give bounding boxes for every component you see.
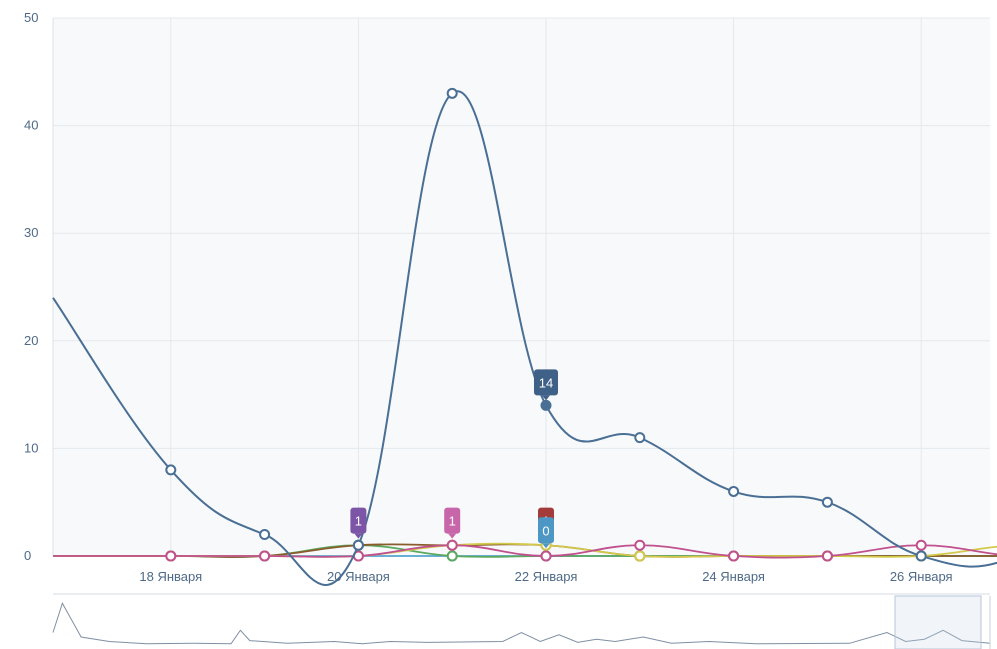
x-tick-label: 18 Января [139,569,202,584]
plot-area [53,18,990,556]
series-point [821,550,833,562]
series-point [728,485,740,497]
series-line [53,544,997,559]
series-point [446,87,458,99]
flag-pointer [542,395,550,401]
y-tick-label: 20 [24,333,38,348]
flag-pointer [448,533,457,539]
series-point [821,496,833,508]
y-tick-label: 10 [24,440,38,455]
flag-pointer [354,533,363,539]
y-tick-label: 30 [24,225,38,240]
series-point [634,432,646,444]
y-tick-label: 0 [24,548,31,563]
y-tick-label: 40 [24,118,38,133]
x-tick-label: 26 Января [890,569,953,584]
series-point [446,550,458,562]
flag-label: 14 [539,375,553,390]
series-point [634,550,646,562]
series-point [259,550,271,562]
flag-label: 1 [449,514,456,529]
series-point [540,399,552,411]
navigator-line [52,601,991,645]
flag-badge [534,369,558,396]
series-point [915,539,927,551]
flag-badge [444,507,461,534]
flag-label: 0 [542,523,549,538]
flag-badge [538,517,554,544]
x-tick-label: 24 Января [702,569,765,584]
series-point [540,550,552,562]
series-point [352,539,364,551]
series-point [446,539,458,551]
navigator-area [53,596,990,649]
y-tick-label: 50 [24,10,38,25]
x-tick-label: 20 Января [327,569,390,584]
flag-pointer [542,543,550,549]
series-point [165,550,177,562]
x-tick-label: 22 Января [515,569,578,584]
series-point [259,528,271,540]
series-point [915,550,927,562]
series-point [634,539,646,551]
flag-label: 1 [355,514,362,529]
navigator-window [894,595,982,649]
series-point [728,550,740,562]
flag-badge [350,507,367,534]
series-point [165,464,177,476]
